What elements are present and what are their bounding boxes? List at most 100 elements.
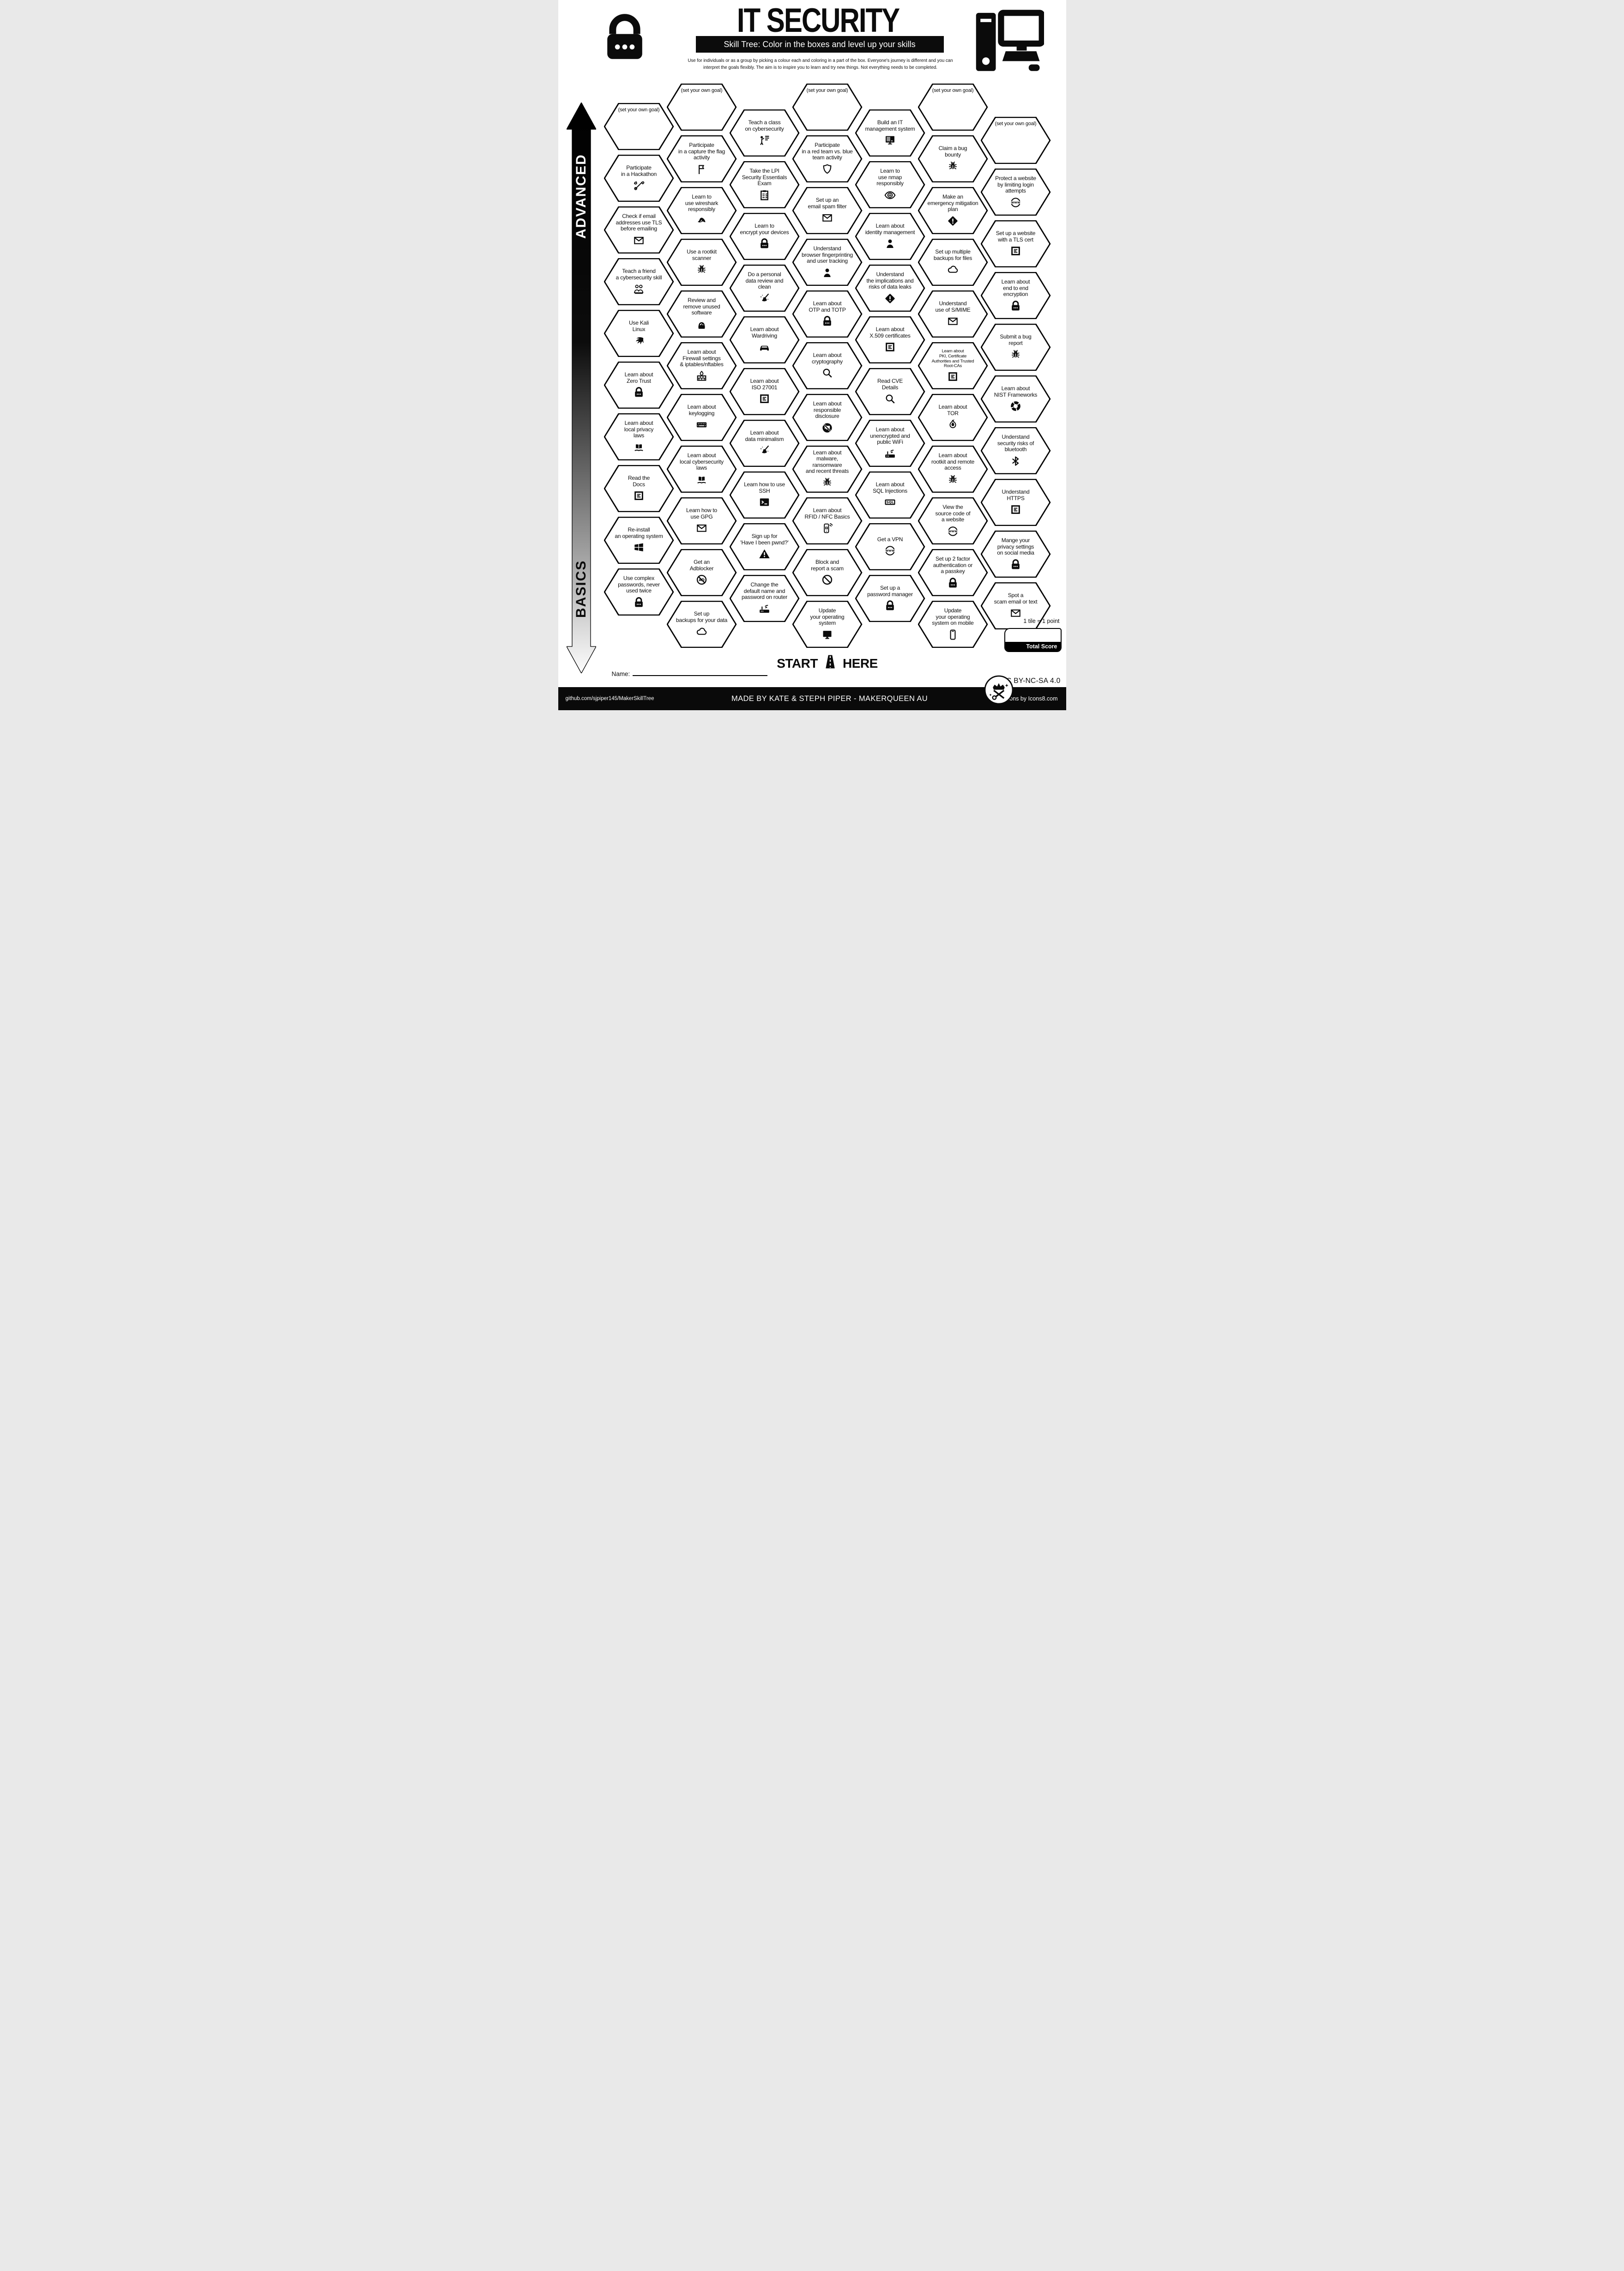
hex-fill — [605, 207, 673, 253]
hex-tile[interactable]: Check if email addresses use TLS before … — [604, 206, 674, 254]
hex-tile[interactable]: Set up a website with a TLS cert — [980, 220, 1051, 267]
hex-tile[interactable]: Learn about keylogging — [666, 394, 737, 441]
hex-label: Set up a website with a TLS cert — [996, 230, 1036, 243]
hex-tile[interactable]: Learn about RFID / NFC Basics — [792, 497, 863, 544]
hex-tile[interactable]: Participate in a red team vs. blue team … — [792, 135, 863, 182]
hex-fill — [793, 343, 861, 388]
hex-tile[interactable]: Learn about X.509 certificates — [855, 316, 925, 363]
hex-tile[interactable]: Use Kali Linux — [604, 310, 674, 357]
total-score-box[interactable]: Total Score — [1004, 628, 1062, 652]
hex-tile[interactable]: Read CVE Details — [855, 368, 925, 415]
hex-tile[interactable]: Participate in a Hackathon — [604, 155, 674, 202]
hex-label: Learn how to use GPG — [686, 507, 717, 520]
hex-tile[interactable]: Learn about SQL Injections SQL — [855, 471, 925, 519]
hex-tile[interactable]: Learn about responsible disclosure — [792, 394, 863, 441]
hex-tile[interactable]: View the source code of a website www — [918, 497, 988, 544]
windows-icon — [633, 541, 645, 554]
hex-tile[interactable]: Change the default name and password on … — [729, 575, 800, 622]
hex-tile[interactable]: Get an Adblocker AD — [666, 549, 737, 596]
hex-tile[interactable]: Use a rootkit scanner — [666, 239, 737, 286]
hex-tile[interactable]: Learn about malware, ransomware and rece… — [792, 446, 863, 493]
hex-tile[interactable]: Learn about end to end encryption — [980, 272, 1051, 319]
hex-tile[interactable]: Get a VPN www — [855, 523, 925, 570]
level-axis-arrow — [566, 103, 596, 673]
hex-fill — [982, 583, 1050, 628]
hex-label: Use complex passwords, never used twice — [618, 575, 660, 594]
hex-tile[interactable]: Learn about Wardriving — [729, 316, 800, 363]
hex-tile[interactable]: Submit a bug report — [980, 324, 1051, 371]
hex-tile[interactable]: Participate in a capture the flag activi… — [666, 135, 737, 182]
hex-tile[interactable]: Learn how to use GPG — [666, 497, 737, 544]
hex-tile[interactable]: Spot a scam email or text — [980, 582, 1051, 629]
footer-credit: MADE BY KATE & STEPH PIPER - MAKERQUEEN … — [731, 694, 928, 703]
hex-fill — [856, 421, 924, 466]
hex-tile[interactable]: Sign up for 'Have I been pwnd?' — [729, 523, 800, 570]
hex-label: Review and remove unused software — [683, 297, 720, 316]
hex-tile[interactable]: Understand HTTPS — [980, 479, 1051, 526]
hex-tile[interactable]: Learn to use wireshark responsibly — [666, 187, 737, 234]
warn-diamond-icon — [884, 292, 896, 305]
goal-hex-tile[interactable]: (set your own goal) — [918, 84, 988, 131]
hex-tile[interactable]: Block and report a scam — [792, 549, 863, 596]
hex-tile[interactable]: Learn about identity management — [855, 213, 925, 260]
hex-tile[interactable]: Do a personal data review and clean — [729, 265, 800, 312]
hex-tile[interactable]: Protect a website by limiting login atte… — [980, 169, 1051, 216]
hex-tile[interactable]: Learn how to use SSH — [729, 471, 800, 519]
hex-tile[interactable]: Learn about OTP and TOTP — [792, 290, 863, 338]
router-icon — [884, 447, 896, 460]
hex-tile[interactable]: Update your operating system — [792, 601, 863, 648]
hex-tile[interactable]: Understand security risks of bluetooth — [980, 427, 1051, 474]
hex-label: Re-install an operating system — [615, 526, 663, 539]
hex-tile[interactable]: Take the LPI Security Essentials Exam — [729, 161, 800, 208]
name-input-line[interactable] — [633, 670, 768, 676]
hex-tile[interactable]: Learn to encrypt your devices — [729, 213, 800, 260]
hex-tile[interactable]: Learn about data minimalism — [729, 420, 800, 467]
hex-fill — [668, 291, 736, 337]
goal-hex-tile[interactable]: (set your own goal) — [604, 103, 674, 150]
hex-tile[interactable]: Understand the implications and risks of… — [855, 265, 925, 312]
hex-tile[interactable]: Teach a friend a cybersecurity skill — [604, 258, 674, 305]
hex-fill — [856, 576, 924, 621]
bug-icon — [695, 263, 708, 276]
hex-tile[interactable]: Teach a class on cybersecurity — [729, 109, 800, 157]
hex-tile[interactable]: Understand use of S/MIME — [918, 290, 988, 338]
hex-tile[interactable]: Learn about PKI, Certificate Authorities… — [918, 342, 988, 389]
hex-tile[interactable]: Claim a bug bounty — [918, 135, 988, 182]
hex-tile[interactable]: Review and remove unused software — [666, 290, 737, 338]
goal-hex-tile[interactable]: (set your own goal) — [666, 84, 737, 131]
goal-hex-tile[interactable]: (set your own goal) — [792, 84, 863, 131]
hex-tile[interactable]: Learn about local privacy laws — [604, 413, 674, 460]
hex-tile[interactable]: Learn to use nmap responsibly — [855, 161, 925, 208]
hex-tile[interactable]: Learn about Firewall settings & iptables… — [666, 342, 737, 389]
hex-tile[interactable]: Learn about unencrypted and public WiFi — [855, 420, 925, 467]
hex-tile[interactable]: Learn about local cybersecurity laws — [666, 446, 737, 493]
hex-label: Learn to use nmap responsibly — [876, 168, 904, 187]
hex-tile[interactable]: Learn about TOR — [918, 394, 988, 441]
hex-tile[interactable]: Re-install an operating system — [604, 517, 674, 564]
mail-icon — [1009, 607, 1022, 619]
hex-tile[interactable]: Build an IT management system — [855, 109, 925, 157]
hex-tile[interactable]: Learn about cryptography — [792, 342, 863, 389]
hex-tile[interactable]: Set up multiple backups for files — [918, 239, 988, 286]
hex-tile[interactable]: Read the Docs — [604, 465, 674, 512]
hex-tile[interactable]: Understand browser fingerprinting and us… — [792, 239, 863, 286]
goal-hex-tile[interactable]: (set your own goal) — [980, 117, 1051, 164]
hex-tile[interactable]: Set up an email spam filter — [792, 187, 863, 234]
hex-tile[interactable]: Learn about Zero Trust — [604, 362, 674, 409]
hex-tile[interactable]: Set up a password manager — [855, 575, 925, 622]
footer-repo-link[interactable]: github.com/sjpiper145/MakerSkillTree — [565, 696, 654, 701]
router-icon — [758, 603, 771, 615]
hex-fill — [605, 259, 673, 304]
no-entry-icon — [821, 574, 833, 586]
hex-tile[interactable]: Set up backups for your data — [666, 601, 737, 648]
hex-tile[interactable]: Use complex passwords, never used twice — [604, 568, 674, 616]
hex-label: Learn about X.509 certificates — [869, 326, 911, 339]
hex-label: Take the LPI Security Essentials Exam — [742, 168, 787, 187]
hex-tile[interactable]: Make an emergency mitigation plan — [918, 187, 988, 234]
hex-tile[interactable]: Update your operating system on mobile — [918, 601, 988, 648]
hex-tile[interactable]: Learn about rootkit and remote access — [918, 446, 988, 493]
hex-tile[interactable]: Set up 2 factor authentication or a pass… — [918, 549, 988, 596]
hex-tile[interactable]: Learn about NIST Frameworks — [980, 375, 1051, 423]
hex-tile[interactable]: Mange your privacy settings on social me… — [980, 531, 1051, 578]
hex-tile[interactable]: Learn about ISO 27001 — [729, 368, 800, 415]
